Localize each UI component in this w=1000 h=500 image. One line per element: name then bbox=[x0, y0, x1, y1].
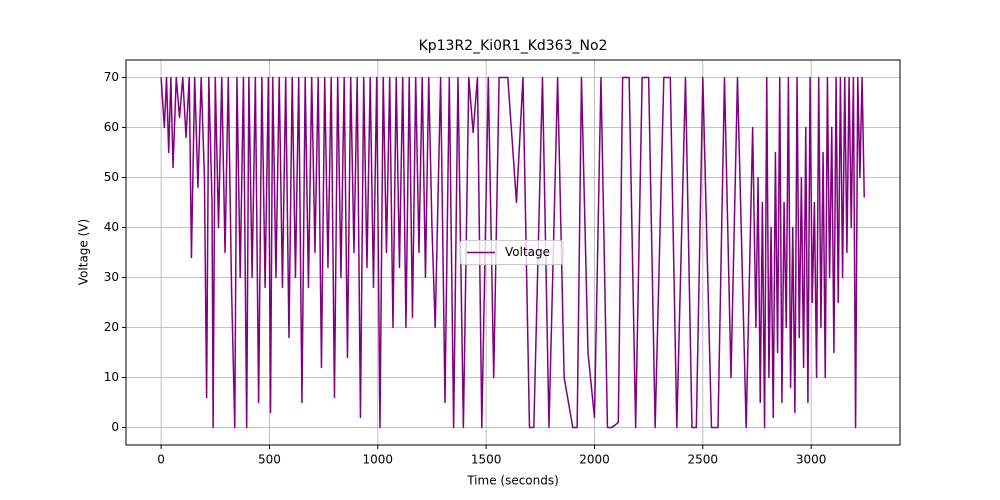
x-tick-label: 0 bbox=[157, 453, 165, 467]
y-tick-label: 50 bbox=[104, 170, 119, 184]
y-tick-label: 40 bbox=[104, 220, 119, 234]
x-tick-label: 2500 bbox=[688, 453, 719, 467]
y-tick-label: 0 bbox=[111, 420, 119, 434]
legend: Voltage bbox=[459, 240, 564, 265]
y-tick-label: 70 bbox=[104, 70, 119, 84]
x-tick-label: 3000 bbox=[796, 453, 827, 467]
y-tick-label: 60 bbox=[104, 120, 119, 134]
chart-title: Kp13R2_Ki0R1_Kd363_No2 bbox=[419, 38, 608, 54]
legend-box bbox=[459, 240, 564, 265]
y-tick-label: 10 bbox=[104, 370, 119, 384]
x-tick-label: 500 bbox=[258, 453, 281, 467]
y-tick-label: 20 bbox=[104, 320, 119, 334]
legend-label: Voltage bbox=[505, 245, 550, 259]
y-axis-label: Voltage (V) bbox=[77, 219, 91, 285]
x-tick-label: 1000 bbox=[363, 453, 394, 467]
x-tick-label: 1500 bbox=[471, 453, 502, 467]
plot-frame bbox=[125, 59, 901, 446]
x-tick-label: 2000 bbox=[579, 453, 610, 467]
y-tick-label: 30 bbox=[104, 270, 119, 284]
x-axis-label: Time (seconds) bbox=[466, 474, 559, 488]
